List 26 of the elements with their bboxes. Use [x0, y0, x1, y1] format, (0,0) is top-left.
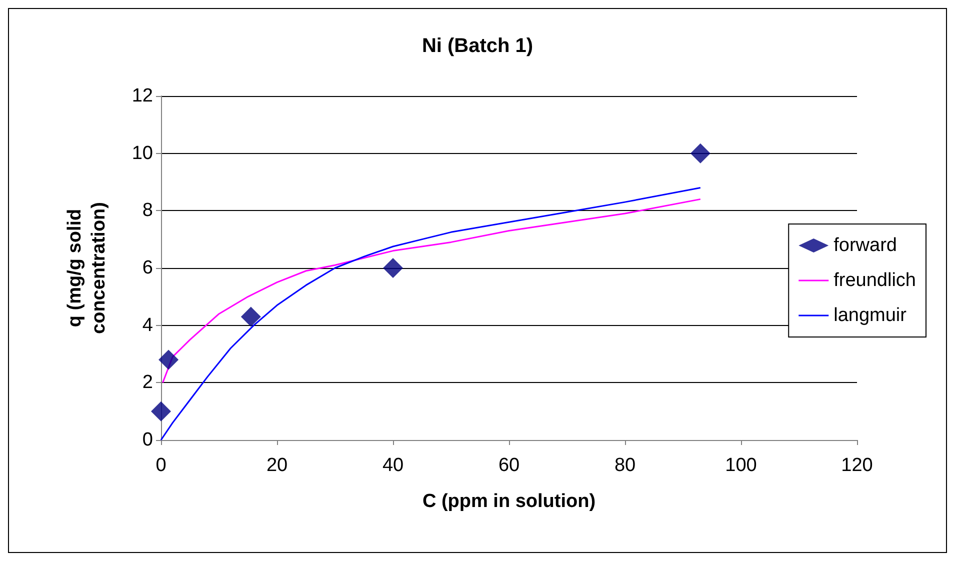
y-tick-label: 2 [142, 372, 153, 394]
x-tick-label: 0 [156, 455, 166, 476]
x-tick-label: 80 [614, 455, 636, 476]
point [158, 350, 179, 370]
y-tick-label: 0 [142, 430, 153, 450]
point [690, 143, 710, 164]
y-axis-title: q (mg/g solid concentration) [64, 202, 110, 334]
y-tick-label: 12 [132, 86, 153, 106]
line-series [160, 186, 702, 441]
point [240, 306, 261, 327]
point [151, 401, 171, 422]
y-tick-label: 4 [142, 314, 154, 336]
x-axis-title: C (ppm in solution) [422, 491, 596, 512]
y-tick-label: 10 [132, 142, 153, 164]
y-tick-label: 8 [142, 200, 153, 222]
x-tick-label: 120 [841, 455, 873, 476]
x-tick-label: 20 [266, 455, 288, 476]
y-tick-label: 6 [142, 258, 153, 278]
x-tick-label: 60 [498, 455, 520, 476]
chart-title: Ni (Batch 1) [422, 35, 534, 57]
x-tick-label: 100 [725, 455, 757, 476]
x-tick-label: 40 [382, 455, 404, 476]
legend-label: langmuir [834, 305, 908, 326]
legend-label: freundlich [834, 270, 916, 291]
legend-label: forward [834, 235, 897, 256]
point [383, 258, 403, 278]
